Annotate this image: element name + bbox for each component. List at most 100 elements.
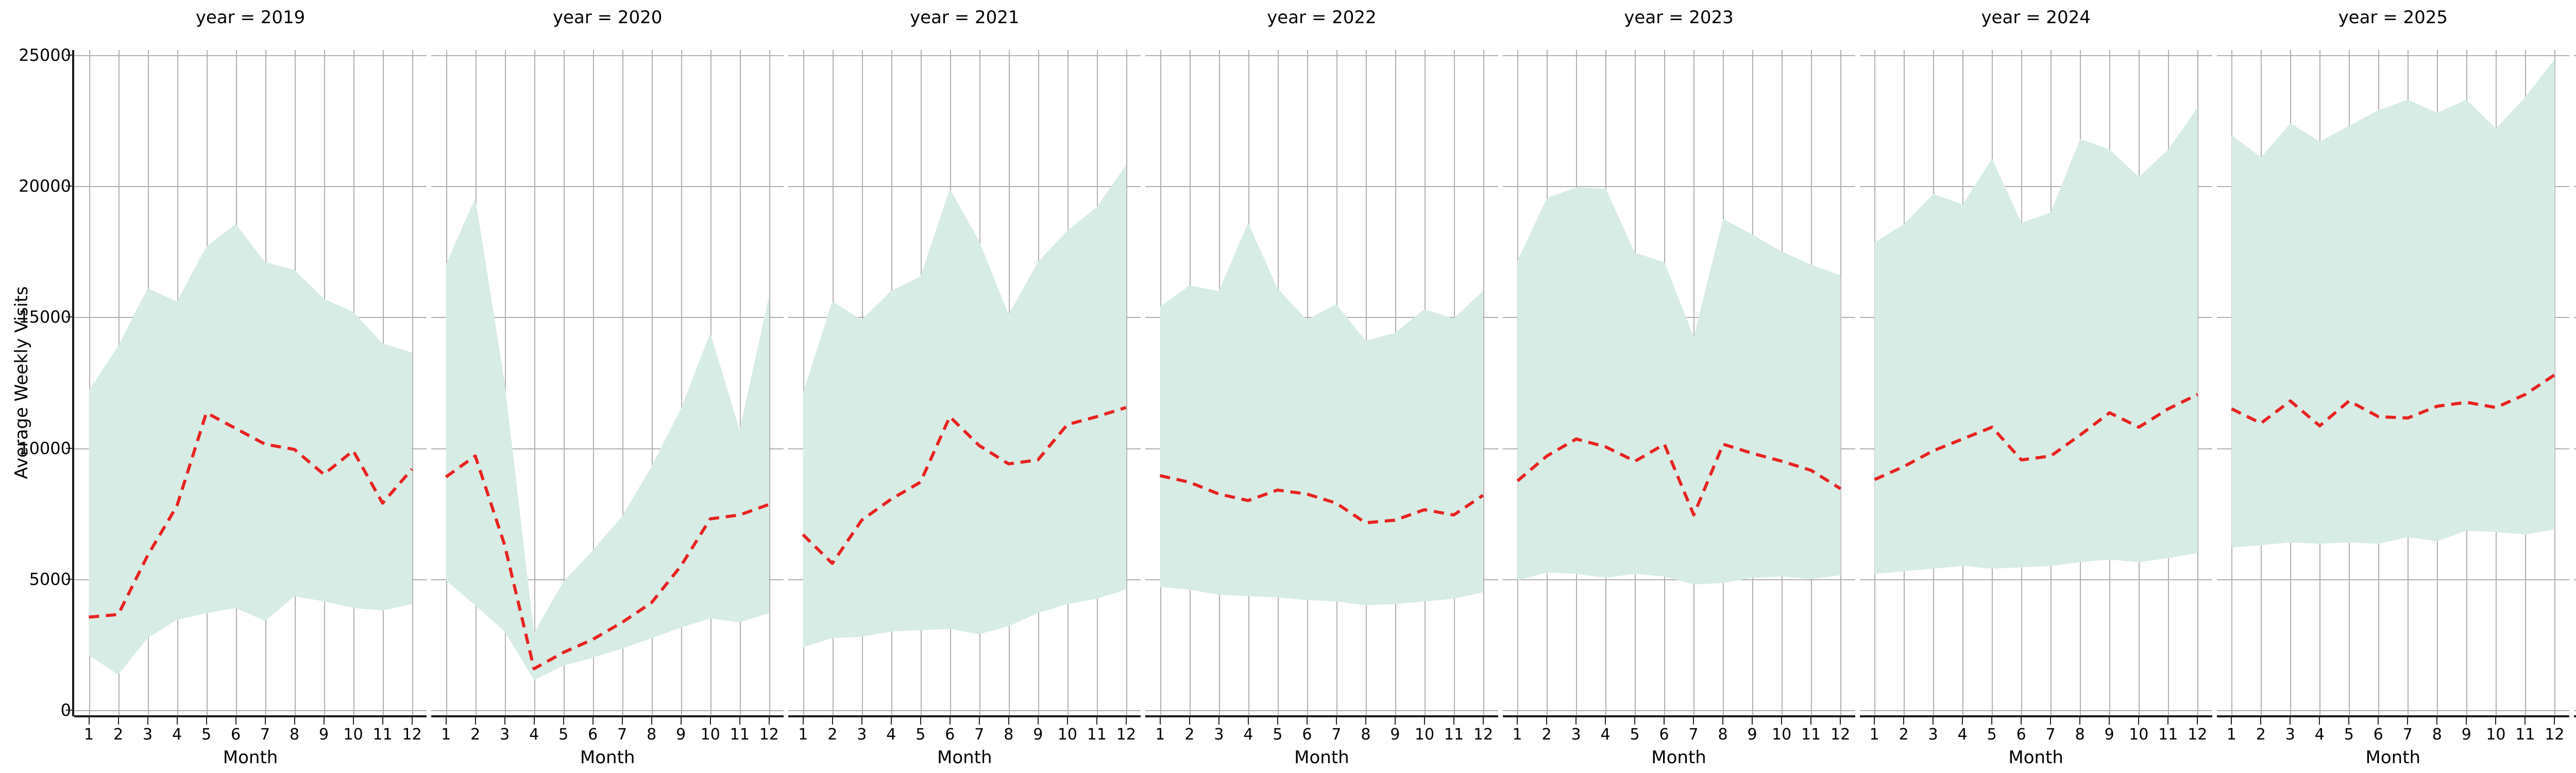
x-tick-label: 6 — [1302, 726, 1312, 744]
x-tick-label: 7 — [1688, 726, 1699, 744]
x-tick-mark — [2466, 717, 2467, 725]
x-tick-mark — [533, 717, 535, 725]
x-tick-mark — [2231, 717, 2232, 725]
median-line — [446, 456, 769, 669]
facet-panel-2024 — [1859, 50, 2212, 715]
grid-line-horizontal — [431, 55, 784, 56]
x-tick-label: 3 — [1214, 726, 1224, 744]
x-axis-label-2019: Month — [223, 747, 278, 768]
x-tick-label: 9 — [1390, 726, 1400, 744]
grid-line-horizontal — [788, 710, 1141, 711]
x-tick-label: 12 — [2545, 726, 2565, 744]
percentile-band — [2231, 59, 2555, 548]
facet-series-2023 — [1503, 187, 1855, 584]
grid-line-horizontal — [1859, 710, 2212, 711]
grid-line-horizontal — [2573, 710, 2576, 711]
x-tick-label: 6 — [588, 726, 598, 744]
grid-line-horizontal — [1859, 186, 2212, 188]
x-tick-mark — [1066, 717, 1068, 725]
x-tick-label: 2 — [827, 726, 838, 744]
x-axis-spine-2025 — [2216, 715, 2569, 717]
x-tick-label: 1 — [2226, 726, 2236, 744]
percentile-band — [446, 198, 769, 680]
x-tick-mark — [1752, 717, 1753, 725]
x-tick-mark — [323, 717, 325, 725]
y-tick-mark — [66, 316, 73, 318]
median-line — [1160, 476, 1483, 523]
facet-panel-2020 — [431, 50, 784, 715]
x-tick-mark — [1991, 717, 1993, 725]
y-axis-ticks: 0 5000 10000 15000 20000 25000 — [0, 0, 77, 773]
x-tick-label: 7 — [974, 726, 985, 744]
x-tick-label: 11 — [2515, 726, 2535, 744]
y-tick-label: 25000 — [19, 45, 71, 65]
x-tick-mark — [1335, 717, 1337, 725]
x-tick-label: 2 — [2256, 726, 2266, 744]
x-tick-label: 10 — [2129, 726, 2149, 744]
x-tick-label: 7 — [260, 726, 270, 744]
grid-line-vertical — [2554, 50, 2556, 715]
x-axis-spine-2019 — [74, 715, 427, 717]
grid-line-horizontal — [1145, 710, 1498, 711]
x-tick-label: 2 — [1541, 726, 1552, 744]
facet-panel-2026 — [2573, 50, 2576, 715]
grid-line-vertical — [2197, 50, 2199, 715]
grid-line-horizontal — [1502, 186, 1855, 188]
x-tick-label: 12 — [2188, 726, 2208, 744]
x-tick-label: 11 — [1087, 726, 1107, 744]
median-line — [2231, 375, 2554, 426]
grid-line-horizontal — [1502, 710, 1855, 711]
grid-line-horizontal — [74, 186, 427, 188]
facet-title-2022: year = 2022 — [1267, 7, 1377, 28]
grid-line-horizontal — [431, 186, 784, 188]
facet-title-2021: year = 2021 — [910, 7, 1020, 28]
x-tick-mark — [1664, 717, 1665, 725]
grid-line-horizontal — [1859, 579, 2212, 580]
grid-line-horizontal — [2573, 317, 2576, 318]
x-tick-mark — [1874, 717, 1875, 725]
median-line — [1874, 394, 2197, 479]
x-tick-label: 12 — [1116, 726, 1136, 744]
x-tick-mark — [739, 717, 740, 725]
facet-title-2019: year = 2019 — [195, 7, 306, 28]
x-tick-label: 1 — [441, 726, 451, 744]
y-tick-mark — [66, 186, 73, 187]
x-tick-mark — [2050, 717, 2052, 725]
x-tick-label: 2 — [1184, 726, 1195, 744]
y-tick-label: 10000 — [19, 438, 71, 458]
grid-line-horizontal — [2216, 55, 2569, 56]
x-tick-label: 2 — [113, 726, 124, 744]
x-tick-mark — [445, 717, 447, 725]
x-tick-mark — [1575, 717, 1577, 725]
x-tick-label: 4 — [1243, 726, 1253, 744]
x-tick-mark — [592, 717, 594, 725]
x-tick-mark — [1693, 717, 1694, 725]
x-tick-mark — [2495, 717, 2497, 725]
x-tick-mark — [1903, 717, 1905, 725]
x-tick-mark — [411, 717, 413, 725]
x-tick-label: 9 — [2461, 726, 2471, 744]
x-tick-label: 8 — [647, 726, 657, 744]
x-tick-mark — [2290, 717, 2291, 725]
x-tick-label: 9 — [1033, 726, 1043, 744]
x-tick-mark — [1962, 717, 1963, 725]
grid-line-horizontal — [788, 186, 1141, 188]
x-tick-label: 6 — [2373, 726, 2383, 744]
x-tick-label: 10 — [343, 726, 363, 744]
facet-panel-2023 — [1502, 50, 1855, 715]
grid-line-vertical — [534, 50, 535, 715]
grid-line-vertical — [651, 50, 653, 715]
grid-line-vertical — [412, 50, 413, 715]
x-tick-label: 5 — [1273, 726, 1283, 744]
x-tick-mark — [2167, 717, 2169, 725]
x-axis-label-2022: Month — [1294, 747, 1349, 768]
x-tick-label: 11 — [730, 726, 750, 744]
x-tick-label: 3 — [500, 726, 510, 744]
grid-line-vertical — [622, 50, 623, 715]
x-tick-mark — [2436, 717, 2438, 725]
x-tick-mark — [1546, 717, 1548, 725]
x-tick-mark — [147, 717, 148, 725]
x-tick-mark — [621, 717, 623, 725]
x-axis-label-2023: Month — [1651, 747, 1706, 768]
x-tick-mark — [802, 717, 804, 725]
